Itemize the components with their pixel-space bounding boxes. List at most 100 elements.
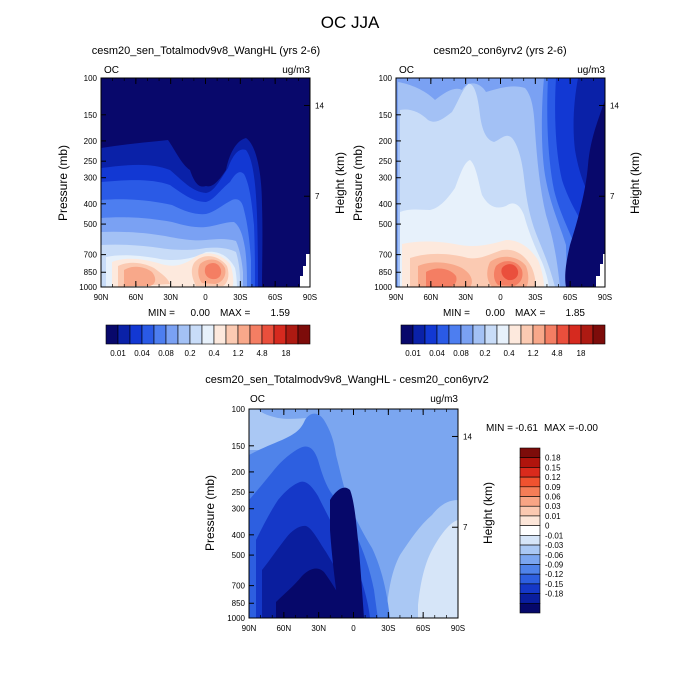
y-tick-label-700: 700 (232, 582, 246, 591)
colorbar-swatch (448, 324, 462, 345)
panel-1-min-value: 0.00 (191, 308, 211, 319)
y-tick-label-300: 300 (379, 174, 393, 183)
colorbar-label-0.04: 0.04 (429, 349, 445, 358)
y-tick-label-500: 500 (84, 220, 98, 229)
colorbar-swatch (472, 324, 486, 345)
panel-3-right-label: ug/m3 (430, 394, 458, 405)
panel-2-max-label: MAX = (515, 308, 545, 319)
colorbar-label-1.2: 1.2 (232, 349, 244, 358)
x-tick-label-90N: 90N (94, 293, 109, 302)
panel-3-ylabel: Pressure (mb) (203, 475, 217, 551)
x-tick-label-60S: 60S (563, 293, 577, 302)
y2-tick-label-7: 7 (315, 192, 320, 201)
y-tick-label-1000: 1000 (227, 614, 245, 623)
y2-tick-label-7: 7 (463, 523, 468, 532)
x-tick-label-30S: 30S (233, 293, 247, 302)
panel-3-max-label: MAX = (544, 423, 574, 434)
panel-3-max-value: -0.00 (575, 423, 598, 434)
panel-1-y2label: Height (km) (333, 152, 347, 214)
colorbar-swatch (508, 324, 522, 345)
y2-tick-label-14: 14 (315, 101, 324, 110)
panel-3-x-ticks: 90N 60N 30N 0 30S 60S 90S (242, 409, 465, 633)
y-tick-label-1000: 1000 (79, 283, 97, 292)
x-tick-label-30N: 30N (163, 293, 178, 302)
y-tick-label-300: 300 (84, 174, 98, 183)
colorbar-label-0.03: 0.03 (545, 502, 561, 511)
y-tick-label-200: 200 (379, 137, 393, 146)
colorbar-label-0.15: 0.15 (545, 463, 561, 472)
colorbar-swatch (424, 324, 438, 345)
y-tick-label-100: 100 (379, 74, 393, 83)
colorbar-swatch (237, 324, 251, 345)
colorbar-label-1.2: 1.2 (527, 349, 539, 358)
x-tick-label-30N: 30N (311, 624, 326, 633)
panel-2-min-label: MIN = (443, 308, 470, 319)
y-tick-label-700: 700 (379, 251, 393, 260)
colorbar-swatch (153, 324, 167, 345)
panel-1-field (101, 78, 310, 287)
field-band-3 (418, 520, 458, 618)
colorbar-label--0.01: -0.01 (545, 531, 564, 540)
colorbar-swatch (273, 324, 287, 345)
y-tick-label-200: 200 (84, 137, 98, 146)
panel-1-colorbar: 0.01 0.04 0.08 0.2 0.4 1.2 4.8 18 (105, 324, 311, 358)
colorbar-label--0.03: -0.03 (545, 541, 564, 550)
panel-2-max-value: 1.85 (566, 308, 586, 319)
y2-tick-label-14: 14 (610, 101, 619, 110)
colorbar-label--0.18: -0.18 (545, 590, 564, 599)
colorbar-swatch (519, 486, 541, 497)
x-tick-label-60S: 60S (416, 624, 430, 633)
field-band-13 (204, 262, 222, 280)
y-tick-label-250: 250 (379, 157, 393, 166)
colorbar-swatch (519, 505, 541, 517)
panel-3-min-label: MIN = (486, 423, 513, 434)
y-tick-label-250: 250 (232, 488, 246, 497)
panel-2-colorbar: 0.01 0.04 0.08 0.2 0.4 1.2 4.8 18 (400, 324, 606, 358)
colorbar-swatch (261, 324, 275, 345)
field-missing (596, 254, 605, 287)
x-tick-label-90S: 90S (451, 624, 465, 633)
colorbar-label-0.2: 0.2 (479, 349, 491, 358)
x-tick-label-0: 0 (351, 624, 356, 633)
y-tick-label-400: 400 (84, 200, 98, 209)
colorbar-swatch (519, 467, 541, 478)
panel-1-x-ticks: 90N 60N 30N 0 30S 60S 90S (94, 78, 317, 302)
colorbar-swatch (520, 324, 534, 345)
field-band-13 (501, 264, 519, 281)
y-tick-label-100: 100 (232, 405, 246, 414)
y-tick-label-850: 850 (232, 599, 246, 608)
colorbar-swatch (519, 573, 541, 585)
colorbar-label-4.8: 4.8 (551, 349, 563, 358)
colorbar-swatch (519, 564, 541, 575)
x-tick-label-30N: 30N (458, 293, 473, 302)
y2-tick-label-7: 7 (610, 192, 615, 201)
colorbar-swatch (519, 602, 541, 614)
panel-2-left-label: OC (399, 65, 414, 76)
panel-3-y2label: Height (km) (481, 482, 495, 544)
panel-1-max-value: 1.59 (271, 308, 291, 319)
x-tick-label-90S: 90S (303, 293, 317, 302)
colorbar-swatch (519, 544, 541, 556)
colorbar-swatch (532, 324, 546, 345)
colorbar-label-0.06: 0.06 (545, 493, 561, 502)
x-tick-label-60N: 60N (128, 293, 143, 302)
colorbar-swatch (460, 324, 474, 345)
colorbar-swatch (141, 324, 155, 345)
y-tick-label-150: 150 (84, 111, 98, 120)
colorbar-label-0.4: 0.4 (503, 349, 515, 358)
y-tick-label-400: 400 (379, 200, 393, 209)
colorbar-swatch (519, 583, 541, 594)
panel-2-minmax: MIN = 0.00 MAX = 1.85 (443, 308, 585, 319)
colorbar-label-18: 18 (577, 349, 586, 358)
panel-1-minmax: MIN = 0.00 MAX = 1.59 (148, 308, 290, 319)
panel-1-left-label: OC (104, 65, 119, 76)
colorbar-swatch (519, 515, 541, 526)
panel-1: cesm20_sen_Totalmodv9v8_WangHL (yrs 2-6)… (56, 45, 347, 358)
colorbar-swatch (592, 324, 606, 345)
field-band-14 (565, 100, 605, 287)
colorbar-label--0.12: -0.12 (545, 570, 564, 579)
panel-3-y-ticks: 100 150 200 250 300 400 500 700 850 1000 14 7 (227, 405, 472, 623)
field-band-12 (124, 259, 226, 286)
x-tick-label-60N: 60N (276, 624, 291, 633)
